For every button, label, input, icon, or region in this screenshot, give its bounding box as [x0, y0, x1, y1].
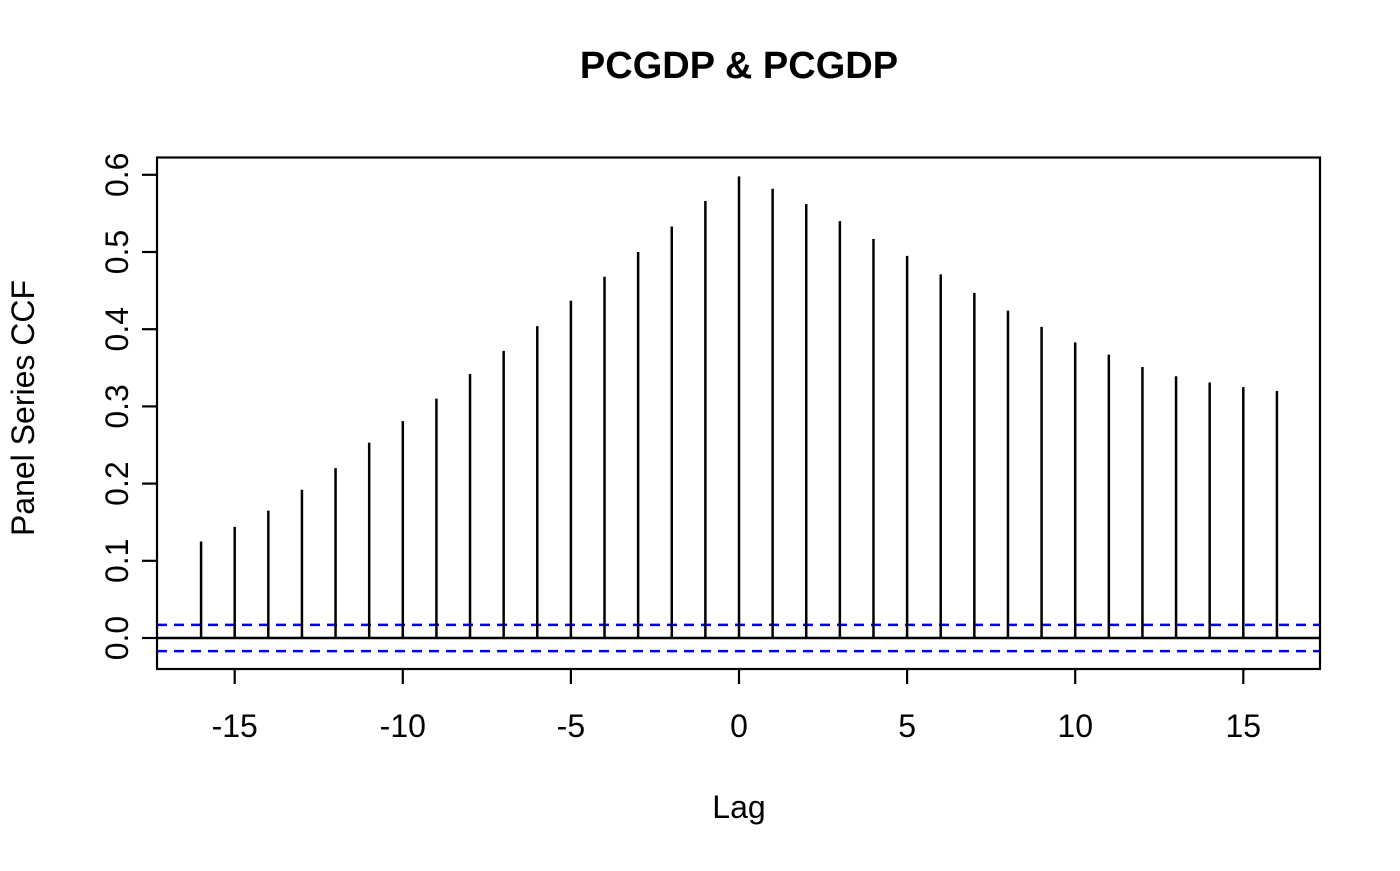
y-tick-label-0.3: 0.3: [99, 384, 135, 428]
x-tick-label--10: -10: [380, 708, 426, 744]
plot-area: -15 -10 -5 0 5 10 15 0.0 0.1 0.2 0.3 0.4 0.5 0.6: [99, 153, 1322, 744]
y-tick-label-0.0: 0.0: [99, 616, 135, 660]
y-tick-label-0.2: 0.2: [99, 461, 135, 505]
y-tick-label-0.5: 0.5: [99, 230, 135, 274]
y-tick-label-0.4: 0.4: [99, 307, 135, 351]
y-tick-label-0.1: 0.1: [99, 539, 135, 583]
x-tick-label-5: 5: [898, 708, 916, 744]
y-tick-label-0.6: 0.6: [99, 153, 135, 197]
chart-title: PCGDP & PCGDP: [580, 45, 898, 87]
x-tick-label-15: 15: [1226, 708, 1262, 744]
y-axis-label: Panel Series CCF: [5, 280, 41, 536]
x-tick-label--15: -15: [212, 708, 258, 744]
x-tick-label-0: 0: [730, 708, 748, 744]
x-axis-label: Lag: [712, 789, 765, 825]
x-tick-label--5: -5: [557, 708, 585, 744]
x-tick-label-10: 10: [1057, 708, 1093, 744]
